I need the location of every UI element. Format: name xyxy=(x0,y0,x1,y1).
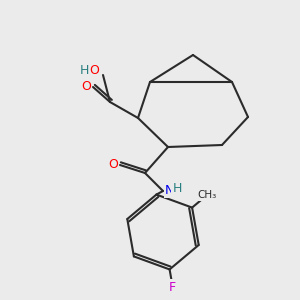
Text: H: H xyxy=(79,64,89,77)
Text: CH₃: CH₃ xyxy=(198,190,217,200)
Text: O: O xyxy=(108,158,118,172)
Text: F: F xyxy=(169,280,176,294)
Text: H: H xyxy=(172,182,182,194)
Text: O: O xyxy=(81,80,91,94)
Text: N: N xyxy=(165,184,174,196)
Text: O: O xyxy=(89,64,99,77)
